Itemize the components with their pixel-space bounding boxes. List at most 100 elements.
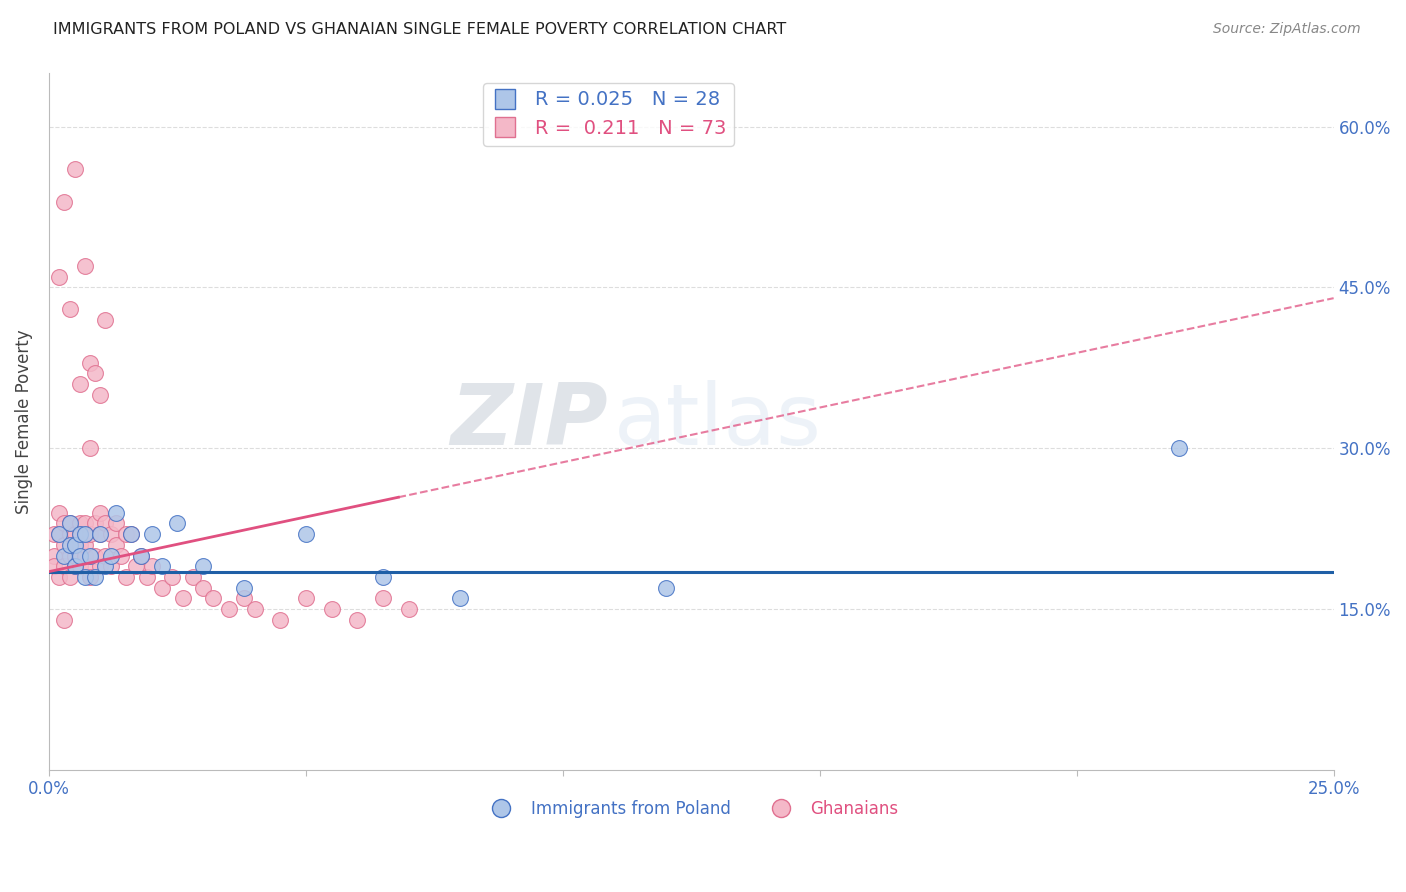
Point — [42, 527, 65, 541]
Point — [73, 570, 96, 584]
Point — [63, 538, 86, 552]
Point — [104, 506, 127, 520]
Point — [89, 506, 111, 520]
Point — [63, 559, 86, 574]
Point — [48, 527, 70, 541]
Point — [321, 602, 343, 616]
Point — [73, 549, 96, 563]
Point — [371, 591, 394, 606]
Point — [110, 549, 132, 563]
Point — [100, 527, 122, 541]
Point — [89, 387, 111, 401]
Point — [104, 516, 127, 531]
Point — [58, 516, 80, 531]
Point — [63, 559, 86, 574]
Point — [233, 581, 256, 595]
Point — [63, 527, 86, 541]
Point — [42, 559, 65, 574]
Point — [131, 549, 153, 563]
Point — [295, 591, 318, 606]
Point — [94, 312, 117, 326]
Point — [53, 559, 76, 574]
Point — [79, 527, 101, 541]
Point — [233, 591, 256, 606]
Point — [73, 538, 96, 552]
Point — [53, 613, 76, 627]
Point — [150, 581, 173, 595]
Point — [172, 591, 194, 606]
Point — [53, 549, 76, 563]
Point — [115, 570, 138, 584]
Point — [79, 549, 101, 563]
Point — [94, 516, 117, 531]
Point — [94, 559, 117, 574]
Legend: Immigrants from Poland, Ghanaians: Immigrants from Poland, Ghanaians — [477, 793, 905, 824]
Point — [89, 527, 111, 541]
Point — [398, 602, 420, 616]
Point — [48, 570, 70, 584]
Point — [79, 570, 101, 584]
Point — [104, 538, 127, 552]
Point — [42, 549, 65, 563]
Y-axis label: Single Female Poverty: Single Female Poverty — [15, 329, 32, 514]
Point — [79, 355, 101, 369]
Point — [100, 559, 122, 574]
Point — [79, 559, 101, 574]
Point — [69, 527, 91, 541]
Point — [48, 506, 70, 520]
Point — [202, 591, 225, 606]
Point — [48, 269, 70, 284]
Text: IMMIGRANTS FROM POLAND VS GHANAIAN SINGLE FEMALE POVERTY CORRELATION CHART: IMMIGRANTS FROM POLAND VS GHANAIAN SINGL… — [53, 22, 787, 37]
Point — [191, 581, 214, 595]
Point — [69, 549, 91, 563]
Point — [84, 516, 107, 531]
Point — [100, 549, 122, 563]
Point — [58, 516, 80, 531]
Point — [79, 442, 101, 456]
Point — [53, 194, 76, 209]
Point — [191, 559, 214, 574]
Point — [58, 527, 80, 541]
Point — [162, 570, 184, 584]
Point — [243, 602, 266, 616]
Point — [84, 570, 107, 584]
Point — [53, 538, 76, 552]
Point — [73, 259, 96, 273]
Point — [346, 613, 368, 627]
Point — [141, 527, 163, 541]
Point — [73, 516, 96, 531]
Point — [125, 559, 148, 574]
Point — [131, 549, 153, 563]
Point — [53, 516, 76, 531]
Point — [69, 516, 91, 531]
Point — [89, 559, 111, 574]
Point — [654, 581, 676, 595]
Point — [115, 527, 138, 541]
Point — [181, 570, 204, 584]
Text: Source: ZipAtlas.com: Source: ZipAtlas.com — [1213, 22, 1361, 37]
Point — [58, 570, 80, 584]
Point — [69, 376, 91, 391]
Point — [166, 516, 188, 531]
Point — [69, 559, 91, 574]
Point — [1168, 442, 1191, 456]
Point — [120, 527, 142, 541]
Point — [295, 527, 318, 541]
Point — [58, 538, 80, 552]
Point — [371, 570, 394, 584]
Point — [73, 527, 96, 541]
Point — [141, 559, 163, 574]
Point — [120, 527, 142, 541]
Point — [58, 301, 80, 316]
Point — [63, 538, 86, 552]
Point — [269, 613, 291, 627]
Point — [84, 366, 107, 380]
Point — [218, 602, 240, 616]
Text: atlas: atlas — [614, 380, 823, 463]
Point — [449, 591, 471, 606]
Point — [58, 549, 80, 563]
Point — [63, 549, 86, 563]
Point — [63, 162, 86, 177]
Point — [69, 538, 91, 552]
Point — [94, 549, 117, 563]
